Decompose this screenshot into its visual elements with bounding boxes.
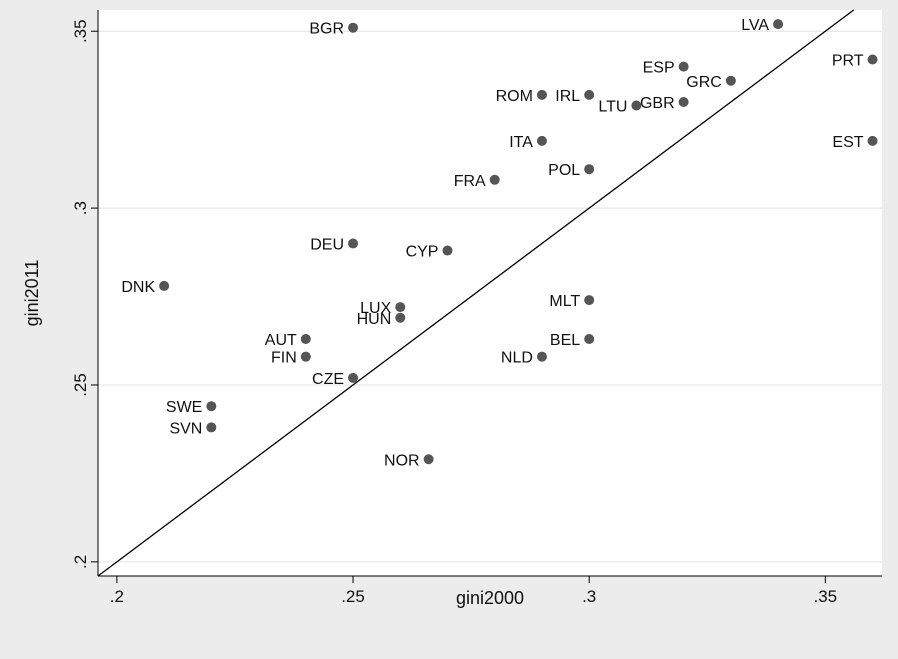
data-point-rom (536, 89, 547, 100)
x-tick-label: .2 (110, 587, 124, 606)
data-point-hun (395, 312, 406, 323)
data-point-ltu (631, 100, 642, 111)
point-label-prt: PRT (832, 53, 864, 70)
point-label-mlt: MLT (549, 293, 580, 310)
point-label-deu: DEU (310, 236, 344, 253)
point-label-ltu: LTU (598, 99, 627, 116)
point-label-pol: POL (548, 162, 580, 179)
data-point-lva (773, 19, 784, 30)
point-label-ita: ITA (509, 134, 533, 151)
point-label-svn: SVN (169, 420, 202, 437)
plot-area (98, 10, 882, 576)
data-point-ita (536, 135, 547, 146)
data-point-aut (300, 333, 311, 344)
point-label-fra: FRA (454, 173, 486, 190)
point-label-nld: NLD (501, 350, 533, 367)
point-label-lva: LVA (741, 17, 769, 34)
point-label-bel: BEL (550, 332, 580, 349)
point-label-fin: FIN (271, 350, 297, 367)
data-point-irl (584, 89, 595, 100)
data-point-dnk (159, 280, 170, 291)
data-point-lux (395, 302, 406, 313)
data-point-svn (206, 422, 217, 433)
x-tick-label: .35 (814, 587, 838, 606)
point-label-nor: NOR (384, 452, 420, 469)
data-point-bel (584, 333, 595, 344)
data-point-cyp (442, 245, 453, 256)
data-point-fin (300, 351, 311, 362)
y-axis-ticks: .2 .25 .3 .35 (71, 19, 98, 569)
point-label-dnk: DNK (121, 279, 155, 296)
data-point-cze (348, 372, 359, 383)
data-points: BGR LVA PRT ESP GRC ROM IRL GBR LTU ITA EST POL FRA D… (121, 17, 878, 469)
point-label-gbr: GBR (640, 95, 675, 112)
point-label-swe: SWE (166, 399, 202, 416)
point-label-irl: IRL (555, 88, 580, 105)
point-label-cze: CZE (312, 371, 344, 388)
y-tick-label: .2 (71, 555, 90, 569)
y-tick-label: .3 (71, 201, 90, 215)
x-axis-ticks: .2 .25 .3 .35 (110, 576, 837, 606)
data-point-pol (584, 164, 595, 175)
data-point-deu (348, 238, 359, 249)
reference-line (97, 9, 855, 577)
point-label-aut: AUT (265, 332, 297, 349)
data-point-swe (206, 401, 217, 412)
data-point-grc (725, 75, 736, 86)
x-tick-label: .3 (582, 587, 596, 606)
data-point-prt (867, 54, 878, 65)
data-point-fra (489, 174, 500, 185)
y-tick-label: .25 (71, 373, 90, 397)
point-label-grc: GRC (686, 74, 722, 91)
x-axis-title: gini2000 (456, 588, 524, 608)
point-label-esp: ESP (643, 60, 675, 77)
point-label-lux: LUX (360, 300, 391, 317)
data-point-est (867, 135, 878, 146)
data-point-mlt (584, 295, 595, 306)
data-point-esp (678, 61, 689, 72)
point-label-hun: HUN (357, 311, 392, 328)
data-point-gbr (678, 96, 689, 107)
point-label-rom: ROM (496, 88, 533, 105)
point-label-est: EST (832, 134, 863, 151)
data-point-nor (423, 454, 434, 465)
data-point-nld (536, 351, 547, 362)
x-tick-label: .25 (341, 587, 365, 606)
grid-lines (98, 30, 882, 563)
y-axis-title: gini2011 (22, 260, 42, 327)
point-label-cyp: CYP (406, 244, 439, 261)
data-point-bgr (348, 22, 359, 33)
y-tick-label: .35 (71, 19, 90, 43)
point-label-bgr: BGR (309, 21, 344, 38)
